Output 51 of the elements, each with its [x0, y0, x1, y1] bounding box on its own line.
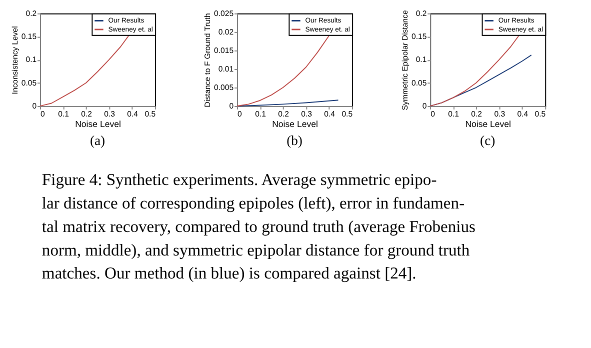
x-axis-title: Noise Level	[272, 119, 318, 130]
y-tick-label: 0.2	[26, 8, 37, 18]
y-tick-label: 0.005	[214, 82, 234, 92]
line-series	[430, 34, 520, 107]
line-series	[39, 34, 130, 107]
y-axis-title: Distance to F Ground Truth	[203, 13, 212, 108]
x-tick-label: 0.4	[324, 109, 336, 118]
x-tick-label: 0.1	[448, 109, 460, 118]
x-tick-label: 0.3	[494, 109, 506, 118]
x-tick-label: 0	[40, 109, 46, 118]
text: (c)	[480, 133, 496, 148]
y-tick-label: 0.1	[416, 55, 427, 64]
y-tick-label: 0	[229, 101, 234, 110]
text: (b)	[286, 133, 302, 148]
y-tick-label: 0	[32, 101, 38, 110]
x-tick-label: 0	[430, 109, 436, 118]
x-tick-label: 0.5	[342, 109, 354, 118]
y-tick-label: 0.1	[26, 55, 37, 64]
line-series	[236, 35, 330, 107]
x-tick-label: 0.4	[517, 109, 529, 118]
y-axis-title: Inconsistency Level	[10, 26, 20, 94]
y-tick-label: 0.05	[21, 78, 38, 88]
text: norm, middle), and symmetric epipolar distance for ground truth	[42, 240, 470, 260]
x-tick-label: 0.5	[144, 109, 156, 118]
x-tick-label: 0.3	[301, 109, 312, 118]
x-axis-title: Noise Level	[465, 119, 512, 130]
y-tick-label: 0.15	[411, 32, 428, 41]
y-tick-label: 0.015	[214, 46, 234, 55]
text: lar distance of corresponding epipoles (left), error in fundamen-	[42, 193, 465, 212]
x-tick-label: 0.2	[81, 109, 92, 118]
x-tick-label: 0.4	[127, 109, 139, 118]
x-tick-label: 0.1	[255, 109, 266, 118]
y-tick-label: 0.02	[218, 27, 234, 36]
y-tick-label: 0.2	[416, 8, 427, 18]
x-tick-label: 0.5	[534, 109, 546, 118]
y-tick-label: 0.05	[411, 78, 428, 88]
y-tick-label: 0.01	[218, 64, 234, 74]
x-tick-label: 0.2	[278, 109, 289, 118]
x-tick-label: 0.2	[471, 109, 482, 118]
y-tick-label: 0.15	[21, 32, 38, 41]
x-tick-label: 0	[237, 109, 242, 118]
x-axis-title: Noise Level	[75, 119, 121, 130]
text: tal matrix recovery, compared to ground truth (average Frobenius	[42, 216, 476, 236]
x-tick-label: 0.3	[104, 109, 115, 118]
x-tick-label: 0.1	[58, 109, 69, 118]
text: matches. Our method (in blue) is compared against [24].	[42, 264, 416, 283]
y-tick-label: 0.025	[214, 8, 234, 18]
text: (a)	[90, 133, 106, 148]
caption: Figure 4: Synthetic experiments. Average symmetric epipo-	[42, 170, 437, 190]
y-tick-label: 0	[422, 101, 428, 110]
y-axis-title: Symmetric Epipolar Distance	[400, 10, 410, 110]
